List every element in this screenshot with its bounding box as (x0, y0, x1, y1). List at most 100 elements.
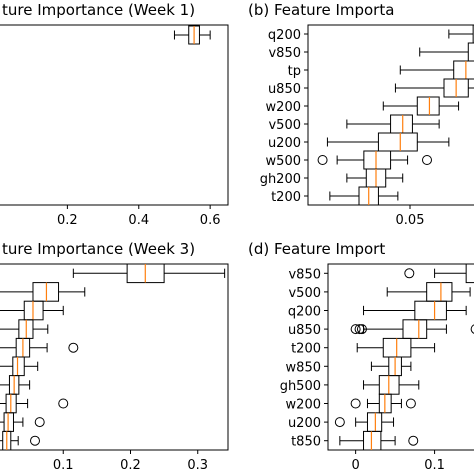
box-8 (317, 150, 432, 170)
box-6 (0, 356, 39, 377)
box-iqr (465, 263, 474, 284)
y-tick-label: t200 (291, 342, 321, 357)
box-4 (394, 78, 474, 98)
flier (350, 398, 361, 409)
axes-frame (327, 263, 474, 451)
flier (354, 324, 365, 335)
box-8 (350, 393, 416, 414)
x-tick-label: 0.1 (53, 458, 74, 473)
y-tick-label: v850 (268, 46, 301, 61)
flier (404, 268, 415, 279)
box-7 (326, 132, 450, 152)
box-6 (370, 356, 412, 377)
x-tick-label: 0.4 (128, 213, 149, 228)
box-6 (346, 114, 440, 134)
panel-2: (b) Feature Importa 0.05 q200 v850 tp u850 w20… (248, 1, 474, 228)
box-8 (0, 393, 69, 414)
box-iqr (467, 42, 474, 62)
x-tick-label: 0.05 (396, 213, 425, 228)
y-tick-label: v500 (268, 118, 301, 133)
flier (350, 324, 361, 335)
panel-title: (d) Feature Import (248, 240, 385, 258)
flier (68, 342, 79, 353)
flier (58, 398, 69, 409)
box-2 (419, 42, 474, 62)
flier (408, 435, 419, 446)
box-10 (329, 186, 399, 206)
axes-frame (307, 24, 474, 206)
y-tick-label: u200 (268, 136, 301, 151)
box-iqr (363, 150, 392, 170)
box-iqr (3, 412, 14, 432)
box-1 (72, 263, 226, 284)
x-tick-label: 0 (351, 458, 359, 473)
flier (334, 417, 345, 428)
y-tick-label: q200 (288, 305, 321, 320)
box-9 (346, 168, 404, 188)
y-tick-label: gh200 (260, 172, 301, 187)
box-9 (334, 412, 395, 432)
box-iqr (23, 300, 44, 321)
box-iqr (402, 319, 428, 339)
x-tick-label: 0.1 (424, 458, 445, 473)
box-3 (399, 60, 474, 80)
box-9 (0, 412, 45, 432)
y-tick-label: w200 (266, 100, 301, 115)
panel-title: ture Importance (Week 3) (2, 240, 195, 258)
box-7 (363, 375, 420, 395)
box-5 (0, 337, 79, 358)
box-3 (0, 300, 64, 321)
flier (34, 417, 45, 428)
x-tick-label: 0.2 (57, 213, 78, 228)
flier (30, 435, 41, 446)
box-iqr (12, 356, 25, 377)
box-iqr (416, 96, 440, 116)
box-iqr (453, 60, 474, 80)
y-tick-label: tp (288, 64, 301, 79)
box-2 (386, 282, 471, 302)
y-tick-label: v850 (288, 267, 321, 282)
y-tick-label: gh500 (280, 379, 321, 394)
box-iqr (472, 24, 474, 44)
box-10 (339, 430, 419, 451)
flier (317, 155, 328, 165)
y-tick-label: q200 (268, 28, 301, 43)
box-5 (356, 337, 436, 358)
y-tick-label: v500 (288, 286, 321, 301)
box-iqr (363, 430, 382, 451)
flier (405, 398, 416, 409)
box-iqr (414, 300, 447, 321)
panel-title: (b) Feature Importa (248, 1, 394, 19)
flier (422, 155, 432, 165)
y-tick-label: u850 (288, 323, 321, 338)
y-tick-label: u200 (288, 416, 321, 431)
panel-1: ture Importance (Week 1) 0.2 0.4 0.6 (0, 1, 229, 228)
y-tick-label: t850 (291, 435, 321, 450)
box-1 (404, 263, 474, 284)
panel-4: (d) Feature Import 0 0.1 v850 v500 q200 u850 t2… (248, 240, 474, 473)
y-tick-label: w200 (286, 398, 321, 413)
y-tick-label: t200 (271, 190, 301, 205)
x-tick-label: 0.3 (187, 458, 208, 473)
box-5 (382, 96, 460, 116)
box-3 (363, 300, 467, 321)
y-tick-label: u850 (268, 82, 301, 97)
y-tick-label: w850 (286, 360, 321, 375)
x-tick-label: 0.2 (120, 458, 141, 473)
flier (470, 324, 474, 334)
box-iqr (366, 412, 383, 432)
panel-3: ture Importance (Week 3) 0.1 0.2 0.3 (0, 240, 229, 473)
x-tick-label: 0.6 (200, 213, 221, 228)
panel-title: ture Importance (Week 1) (2, 1, 195, 19)
box-iqr (426, 282, 453, 302)
box-iqr (32, 282, 60, 302)
box-1 (448, 24, 474, 44)
axes-frame (0, 24, 229, 206)
y-tick-label: w500 (266, 154, 301, 169)
box-iqr (390, 114, 413, 134)
box-4 (0, 319, 49, 339)
box-10 (0, 430, 41, 451)
box-1 (173, 25, 211, 45)
axes-frame (0, 263, 229, 451)
